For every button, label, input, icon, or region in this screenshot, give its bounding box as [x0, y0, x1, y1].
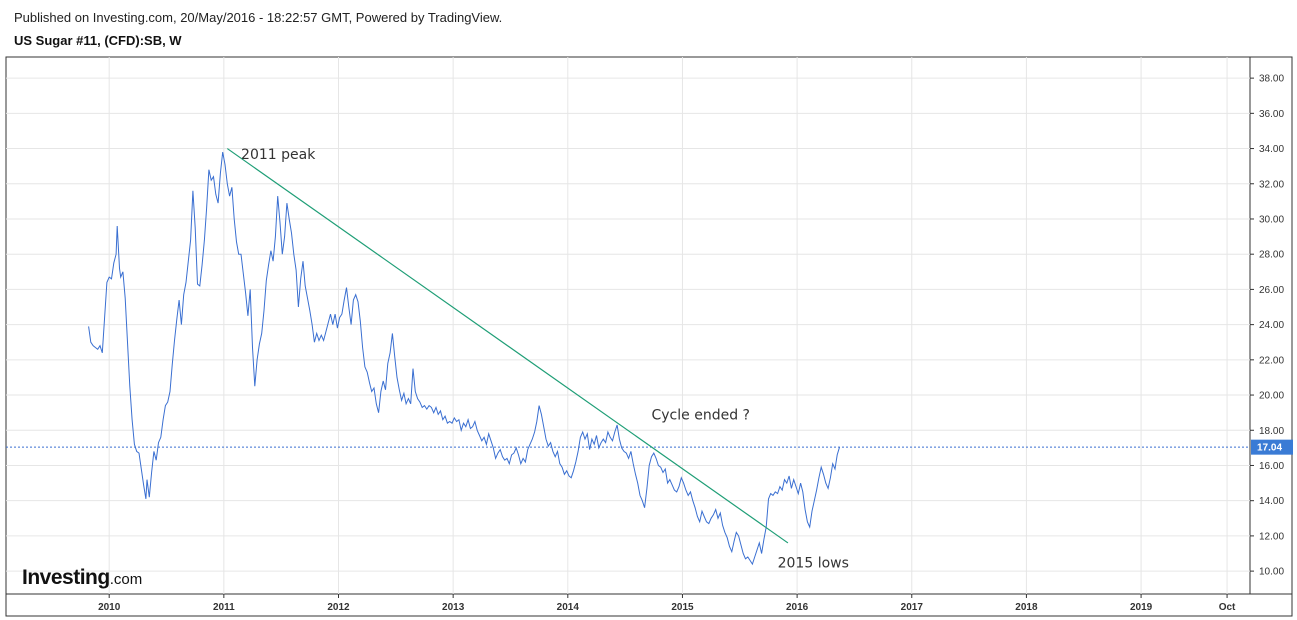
plot-border [5, 56, 1293, 617]
brand-suffix: .com [109, 571, 143, 588]
y-tick-label: 20.00 [1259, 391, 1284, 402]
y-tick-label: 28.00 [1259, 250, 1284, 261]
x-tick-label: 2018 [1015, 602, 1038, 613]
y-tick-label: 16.00 [1259, 461, 1284, 472]
x-tick-label: 2010 [98, 602, 121, 613]
y-tick-label: 34.00 [1259, 144, 1284, 155]
y-tick-label: 14.00 [1259, 496, 1284, 507]
y-axis: 10.00 12.00 14.00 16.00 18.00 20.00 22.00 24.00… [1250, 74, 1284, 578]
x-tick-label: 2014 [557, 602, 580, 613]
last-price-badge: 17.04 [1251, 439, 1293, 455]
investing-logo: Investing.com [22, 566, 142, 590]
y-tick-label: 26.00 [1259, 285, 1284, 296]
y-tick-label: 38.00 [1259, 74, 1284, 85]
trendline[interactable] [226, 148, 789, 544]
y-tick-label: 32.00 [1259, 179, 1284, 190]
annotations: 2011 peak Cycle ended ? 2015 lows [241, 147, 849, 571]
y-tick-label: 24.00 [1259, 320, 1284, 331]
last-price-badge-bg [1251, 439, 1293, 455]
x-tick-label: Oct [1219, 602, 1236, 613]
annotation-label: 2011 peak [241, 147, 316, 163]
brand-name: Investing [22, 566, 110, 589]
x-tick-label: 2012 [327, 602, 350, 613]
x-tick-label: 2015 [671, 602, 694, 613]
y-tick-label: 30.00 [1259, 214, 1284, 225]
price-series-line [88, 152, 840, 566]
grid-lines [6, 57, 1250, 594]
y-tick-label: 10.00 [1259, 567, 1284, 578]
x-tick-label: 2017 [901, 602, 924, 613]
y-tick-label: 22.00 [1259, 355, 1284, 366]
x-tick-label: 2019 [1130, 602, 1153, 613]
x-tick-label: 2013 [442, 602, 465, 613]
annotation-label: 2015 lows [778, 556, 849, 572]
annotation-label: Cycle ended ? [652, 408, 750, 424]
last-price-label: 17.04 [1257, 443, 1282, 454]
y-tick-label: 12.00 [1259, 531, 1284, 542]
x-tick-label: 2016 [786, 602, 809, 613]
x-axis: 2010 2011 2012 2013 2014 2015 2016 2017 2018 2019… [98, 594, 1236, 613]
x-tick-label: 2011 [213, 602, 235, 613]
y-tick-label: 36.00 [1259, 109, 1284, 120]
published-info: Published on Investing.com, 20/May/2016 … [14, 10, 503, 25]
y-tick-label: 18.00 [1259, 426, 1284, 437]
symbol-title: US Sugar #11, (CFD):SB, W [14, 33, 182, 48]
